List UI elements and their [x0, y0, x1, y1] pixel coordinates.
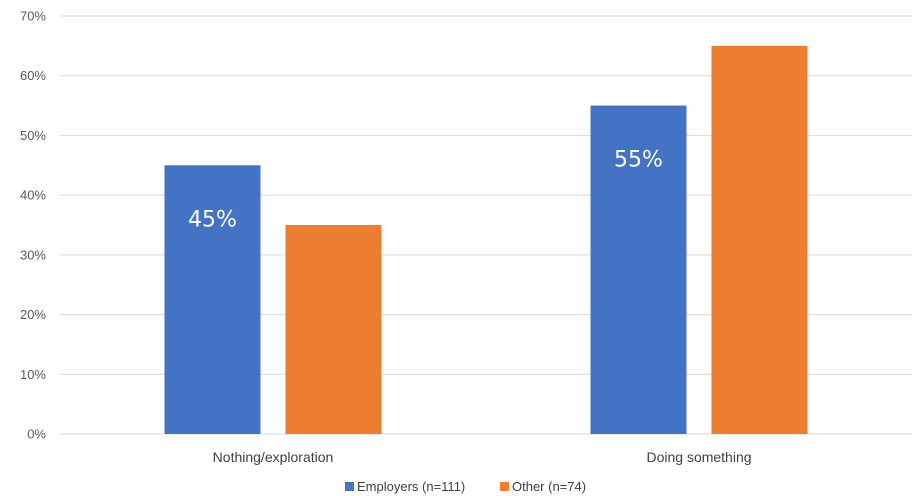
x-category-label: Doing something — [646, 449, 751, 465]
y-tick-label: 50% — [20, 128, 46, 143]
y-axis-ticks: 0% 10% 20% 30% 40% 50% 60% 70% — [20, 9, 46, 442]
y-tick-label: 70% — [20, 9, 46, 24]
legend: Employers (n=111) Other (n=74) — [345, 479, 586, 494]
legend-swatch — [500, 482, 509, 491]
bar-other-1 — [711, 45, 808, 434]
data-label: 55% — [614, 148, 663, 173]
legend-label: Employers (n=111) — [357, 479, 465, 494]
y-tick-label: 10% — [20, 367, 46, 382]
bar-employers-0 — [164, 165, 261, 435]
bar-employers-1 — [590, 105, 687, 435]
y-tick-label: 60% — [20, 68, 46, 83]
bar-other-0 — [285, 225, 382, 434]
legend-swatch — [345, 482, 354, 491]
data-labels: 45% 55% — [188, 148, 663, 233]
y-tick-label: 0% — [27, 427, 46, 442]
x-axis-categories: Nothing/exploration Doing something — [213, 449, 752, 465]
legend-label: Other (n=74) — [512, 479, 586, 494]
legend-item: Other (n=74) — [500, 479, 586, 494]
y-tick-label: 30% — [20, 247, 46, 262]
bars — [164, 45, 808, 435]
data-label: 45% — [188, 207, 237, 232]
legend-item: Employers (n=111) — [345, 479, 465, 494]
y-tick-label: 40% — [20, 188, 46, 203]
y-tick-label: 20% — [20, 307, 46, 322]
x-category-label: Nothing/exploration — [213, 449, 334, 465]
